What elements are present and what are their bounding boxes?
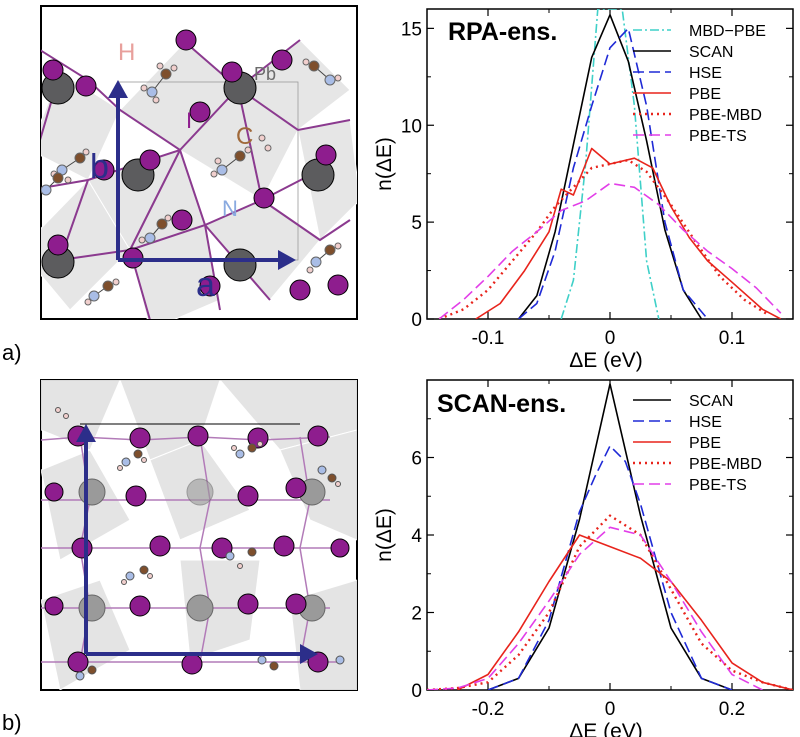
y-tick-label: 5	[411, 213, 422, 234]
legend-label: PBE-MBD	[689, 456, 762, 473]
legend-label: SCAN	[689, 44, 733, 61]
x-tick-label: -0.2	[472, 699, 505, 720]
legend-label: PBE-MBD	[689, 107, 762, 124]
series-line-pbe-mbd	[427, 514, 793, 690]
structure-panel-b	[40, 379, 358, 691]
x-tick-label: 0.2	[719, 699, 745, 720]
y-tick-label: 2	[411, 604, 422, 625]
label-n: N	[222, 196, 238, 221]
series-line-pbe	[475, 147, 782, 319]
x-tick-label: 0.1	[719, 328, 745, 349]
legend: MBD−PBE SCAN HSE PBE PBE-MBD PBE-TS	[633, 23, 766, 145]
legend-label: SCAN	[689, 393, 733, 410]
panel-label-a: a)	[2, 340, 22, 365]
series-line-pbe	[457, 534, 793, 690]
chart-rpa-ens: -0.1 0 0.1 0 5 10 15 ΔE (eV) n(ΔE) RPA-ens. MBD−PB…	[373, 8, 794, 372]
x-tick-label: 0	[605, 328, 616, 349]
legend-label: PBE-TS	[689, 128, 747, 145]
chart-scan-ens: -0.2 0 0.2 0 2 4 6 ΔE (eV) n(ΔE) SCAN-ens. SCAN HSE…	[373, 379, 794, 737]
label-lattice-b: b	[90, 148, 109, 186]
y-tick-label: 6	[411, 449, 422, 470]
legend-label: PBE-TS	[689, 477, 747, 494]
label-i: I	[186, 108, 192, 133]
y-tick-label: 10	[401, 116, 422, 137]
structure-panel-a: H Pb I C N b a	[40, 5, 358, 320]
x-axis-label: ΔE (eV)	[569, 720, 643, 737]
i-atoms-b	[44, 425, 350, 675]
series-lines	[438, 9, 782, 319]
legend: SCAN HSE PBE PBE-MBD PBE-TS	[633, 393, 762, 494]
label-pb: Pb	[254, 64, 276, 84]
y-tick-label: 0	[411, 310, 422, 331]
legend-label: HSE	[689, 65, 722, 82]
legend-label: MBD−PBE	[689, 23, 766, 40]
legend-label: HSE	[689, 414, 722, 431]
x-tick-label: 0	[605, 699, 616, 720]
x-axis-label: ΔE (eV)	[569, 349, 643, 372]
panel-label-b: b)	[2, 710, 22, 735]
chart-title: SCAN-ens.	[437, 390, 566, 418]
series-line-hse	[517, 27, 709, 319]
y-axis-label: n(ΔE)	[373, 508, 396, 562]
plot-area	[426, 379, 794, 691]
legend-label: PBE	[689, 86, 721, 103]
lattice-arrows-b	[76, 424, 318, 664]
y-tick-label: 0	[411, 681, 422, 702]
legend-label: PBE	[689, 435, 721, 452]
series-line-hse	[487, 445, 733, 690]
y-tick-label: 15	[401, 19, 422, 40]
series-line-pbe-ts	[427, 526, 763, 690]
series-lines	[427, 383, 793, 690]
y-axis-label: n(ΔE)	[373, 137, 396, 191]
label-c: C	[236, 123, 253, 150]
label-h: H	[118, 39, 135, 66]
molecules-a	[41, 58, 342, 306]
series-line-scan	[517, 14, 703, 319]
x-tick-label: -0.1	[472, 328, 505, 349]
lattice-arrows-a	[108, 80, 296, 270]
series-line-scan	[487, 383, 733, 690]
label-lattice-a: a	[196, 266, 215, 304]
pb-atoms-a	[41, 71, 335, 282]
y-tick-label: 4	[411, 526, 422, 547]
series-line-pbe-ts	[438, 182, 782, 319]
i-atoms-a	[42, 29, 349, 301]
chart-title: RPA-ens.	[448, 18, 557, 46]
molecules-b	[55, 407, 345, 681]
